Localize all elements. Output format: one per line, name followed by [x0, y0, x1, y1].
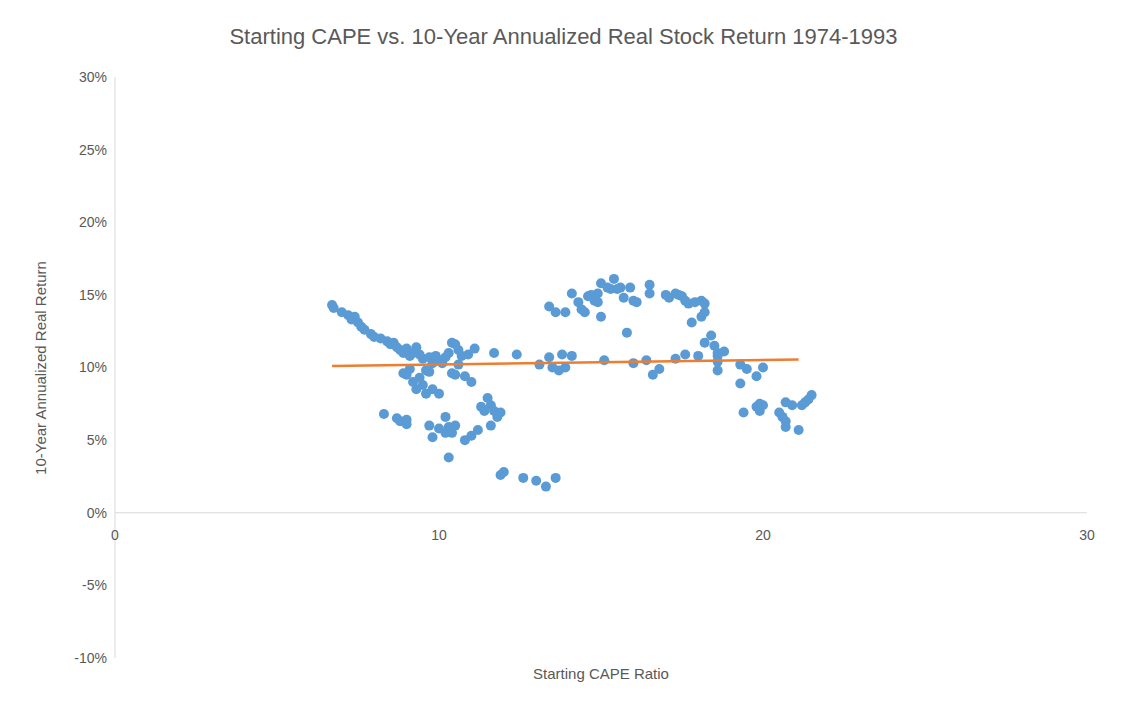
- html-text:Starting CAPE vs. 10-Year Annu: Starting CAPE vs. 10-Year Annualized Rea…: [229, 24, 898, 49]
- svg-text:30: 30: [1079, 527, 1095, 543]
- html-text:10-Year Annualized Real Return: 10-Year Annualized Real Return: [31, 261, 49, 475]
- svg-text:0: 0: [111, 527, 119, 543]
- svg-text:15%: 15%: [79, 287, 107, 303]
- svg-text:5%: 5%: [87, 432, 107, 448]
- svg-text:-5%: -5%: [82, 577, 107, 593]
- svg-text:20: 20: [755, 527, 771, 543]
- svg-text:0%: 0%: [87, 505, 107, 521]
- html-text:Starting CAPE Ratio: Starting CAPE Ratio: [533, 665, 669, 682]
- svg-text:30%: 30%: [79, 69, 107, 85]
- svg-text:-10%: -10%: [74, 650, 107, 666]
- svg-text:10%: 10%: [79, 359, 107, 375]
- svg-text:20%: 20%: [79, 214, 107, 230]
- svg-text:25%: 25%: [79, 142, 107, 158]
- svg-text:10: 10: [431, 527, 447, 543]
